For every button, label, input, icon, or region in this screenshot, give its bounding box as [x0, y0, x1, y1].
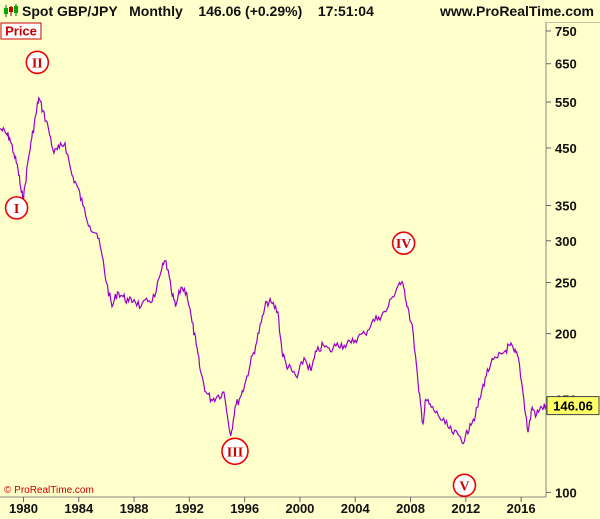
- price-series-line: [0, 96, 547, 445]
- y-tick-label: 200: [555, 327, 577, 342]
- x-axis-ticks: 1980 1984 1988 1992 1996 2000 2004 2008 2012 2016: [9, 497, 536, 516]
- wave-label: II: [32, 56, 43, 71]
- price-chart: Price 100150200250300350450550650750 198…: [0, 22, 600, 516]
- y-tick-label: 100: [555, 485, 577, 500]
- x-tick-label: 2008: [396, 501, 425, 516]
- y-tick-label: 750: [555, 24, 577, 39]
- instrument-info: Spot GBP/JPY Monthly 146.06 (+0.29%) 17:…: [22, 3, 374, 19]
- x-tick-label: 2000: [285, 501, 314, 516]
- wave-label: III: [227, 445, 243, 460]
- timeframe-label: Monthly: [129, 3, 183, 19]
- x-tick-label: 1980: [9, 501, 38, 516]
- price-panel-label-box: [0, 22, 42, 40]
- last-price-box: [546, 396, 600, 416]
- y-tick-label: 650: [555, 57, 577, 72]
- last-price-value: 146.06: [553, 399, 593, 414]
- watermark: © ProRealTime.com: [4, 485, 94, 496]
- site-url: www.ProRealTime.com: [439, 3, 594, 19]
- y-tick-label: 300: [555, 234, 577, 249]
- x-tick-label: 1984: [64, 501, 94, 516]
- wave-circle: [452, 473, 477, 498]
- price-change: (+0.29%): [245, 3, 303, 19]
- plot-area: [0, 22, 546, 497]
- price-panel-label: Price: [5, 24, 37, 39]
- y-axis-ticks: 100150200250300350450550650750: [546, 24, 577, 500]
- x-tick-label: 1992: [175, 501, 204, 516]
- instrument-name: Spot GBP/JPY: [22, 3, 118, 19]
- y-tick-label: 350: [555, 199, 577, 214]
- wave-label: I: [14, 202, 19, 217]
- wave-label: IV: [396, 237, 412, 252]
- wave-circle: [391, 231, 416, 255]
- wave-circle: [25, 50, 50, 75]
- timestamp: 17:51:04: [317, 3, 374, 19]
- candlestick-chart-icon: [4, 4, 18, 17]
- x-tick-label: 1988: [120, 501, 149, 516]
- y-tick-label: 550: [555, 95, 577, 110]
- wave-circle: [4, 196, 29, 220]
- x-tick-label: 2016: [507, 501, 536, 516]
- y-tick-label: 250: [555, 276, 577, 291]
- wave-circle: [221, 437, 249, 466]
- x-tick-label: 2012: [451, 501, 480, 516]
- x-tick-label: 1996: [230, 501, 259, 516]
- wave-label: V: [459, 479, 469, 494]
- last-price-marker: 146.06: [546, 396, 600, 416]
- y-tick-label: 450: [555, 141, 577, 156]
- chart-header: Spot GBP/JPY Monthly 146.06 (+0.29%) 17:…: [0, 0, 600, 23]
- current-price: 146.06: [198, 3, 242, 19]
- x-tick-label: 2004: [341, 501, 371, 516]
